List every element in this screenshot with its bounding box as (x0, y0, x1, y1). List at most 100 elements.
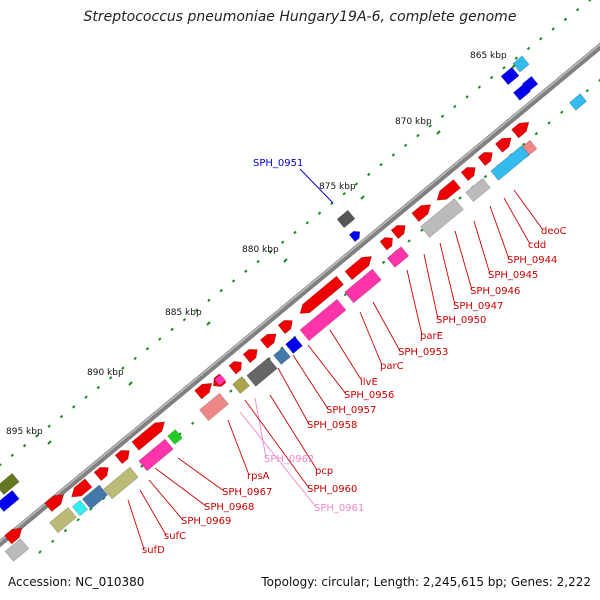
reverse-cds-glyph (232, 376, 250, 394)
gene-label: SPH_0969 (181, 516, 231, 527)
scale-dot (145, 347, 150, 351)
gene-label: cdd (528, 240, 546, 251)
scale-dot (229, 389, 233, 393)
gene-label: SPH_0956 (344, 390, 394, 401)
scale-dot (256, 259, 260, 264)
scale-dot (63, 528, 68, 533)
rrna-glyph (138, 438, 174, 472)
scale-dot (343, 292, 348, 297)
label-leader-line (148, 479, 184, 521)
scale-dot (585, 89, 589, 93)
scale-tick-mark (206, 321, 211, 326)
label-leader-line (473, 220, 491, 275)
forward-cds-glyph (512, 55, 530, 73)
trna-glyph (348, 230, 361, 243)
scale-dot (588, 0, 592, 2)
label-leader-line (254, 397, 267, 459)
gene-label: SPH_0945 (488, 270, 538, 281)
scale-dot (231, 279, 236, 283)
scale-tick-mark (128, 381, 133, 386)
scale-dot (563, 17, 568, 22)
scale-dot (194, 308, 199, 312)
gene-labels: SPH_0951 deoC cdd SPH_0944 SPH_0945 SPH_0946 S… (142, 158, 567, 556)
scale-dot (598, 78, 600, 82)
scale-dot (280, 346, 284, 350)
scale-dot (35, 434, 39, 438)
scale-dot (407, 239, 411, 243)
accession-text: Accession: NC_010380 (8, 575, 145, 589)
gene-label: rpsA (247, 471, 270, 482)
label-leader-line (239, 411, 317, 508)
gene-label: SPH_0958 (307, 420, 357, 431)
reverse-cds-glyph (568, 93, 588, 111)
forward-cds-glyph (131, 421, 166, 451)
scale-tick-mark (47, 440, 52, 445)
forward-cds-glyph (194, 382, 213, 400)
forward-cds-glyph (93, 467, 109, 482)
scale-dot (526, 46, 531, 51)
label-leader-line (277, 367, 310, 425)
scale-dot (381, 260, 386, 265)
label-leader-line (127, 499, 145, 550)
forward-cds-glyph (344, 256, 372, 281)
forward-cds-glyph (0, 472, 20, 496)
label-leader-line (513, 189, 544, 231)
gene-label: parE (420, 331, 443, 342)
scale-tick-mark (283, 258, 288, 263)
gene-label: pcp (315, 466, 333, 477)
map-title: Streptococcus pneumoniae Hungary19A-6, c… (83, 9, 517, 25)
scale-tick-label: 890 kbp (87, 368, 124, 378)
scale-dot (133, 356, 137, 361)
scale-dot (59, 414, 64, 419)
scale-dot (76, 518, 80, 522)
scale-tick-label: 880 kbp (242, 245, 279, 255)
scale-dot (121, 366, 125, 370)
trna-glyph (512, 83, 532, 101)
scale-tick-label: 875 kbp (319, 182, 356, 192)
reverse-strand-genes (4, 75, 588, 562)
gene-label: parC (380, 361, 404, 372)
scale-dot (521, 142, 526, 147)
label-leader-line (329, 329, 363, 382)
gene-label: SPH_0953 (398, 347, 448, 358)
scale-dot (191, 421, 195, 425)
scale-dot (547, 121, 551, 125)
reverse-cds-glyph (199, 392, 229, 422)
scale-dot (0, 463, 2, 467)
scale-dot (207, 298, 211, 303)
forward-cds-glyph (436, 179, 461, 201)
forward-strand-genes (0, 55, 538, 545)
scale-dot (420, 228, 424, 232)
label-leader-line (359, 311, 383, 366)
scale-dot (560, 110, 564, 114)
scale-dot (477, 85, 482, 89)
gene-label: SPH_0960 (307, 484, 357, 495)
gene-label: SPH_0957 (326, 405, 376, 416)
gene-label: SPH_0951 (253, 158, 303, 169)
trna-glyph (500, 66, 520, 86)
reverse-cds-glyph (81, 484, 109, 510)
forward-cds-glyph (4, 527, 23, 545)
label-leader-line (244, 399, 310, 489)
genome-summary-text: Topology: circular; Length: 2,245,615 bp… (261, 575, 591, 589)
scale-dot (51, 539, 55, 543)
gene-label: SPH_0962 (264, 454, 314, 465)
forward-cds-glyph (44, 494, 65, 513)
scale-dot (534, 131, 539, 136)
scale-dot (72, 405, 76, 409)
label-leader-line (269, 394, 318, 471)
forward-cds-glyph (411, 204, 432, 223)
label-leader-line (423, 253, 439, 320)
forward-cds-glyph (460, 167, 476, 182)
forward-cds-glyph (259, 333, 277, 349)
gene-label: SPH_0961 (314, 503, 364, 514)
scale-dot (502, 66, 506, 70)
forward-cds-glyph (379, 237, 393, 251)
scale-dot (367, 172, 371, 177)
scale-dot (140, 464, 144, 468)
reverse-cds-glyph (71, 499, 89, 517)
scale-dot (453, 104, 457, 109)
scale-dot (428, 124, 432, 128)
scale-tick-mark (360, 195, 365, 200)
